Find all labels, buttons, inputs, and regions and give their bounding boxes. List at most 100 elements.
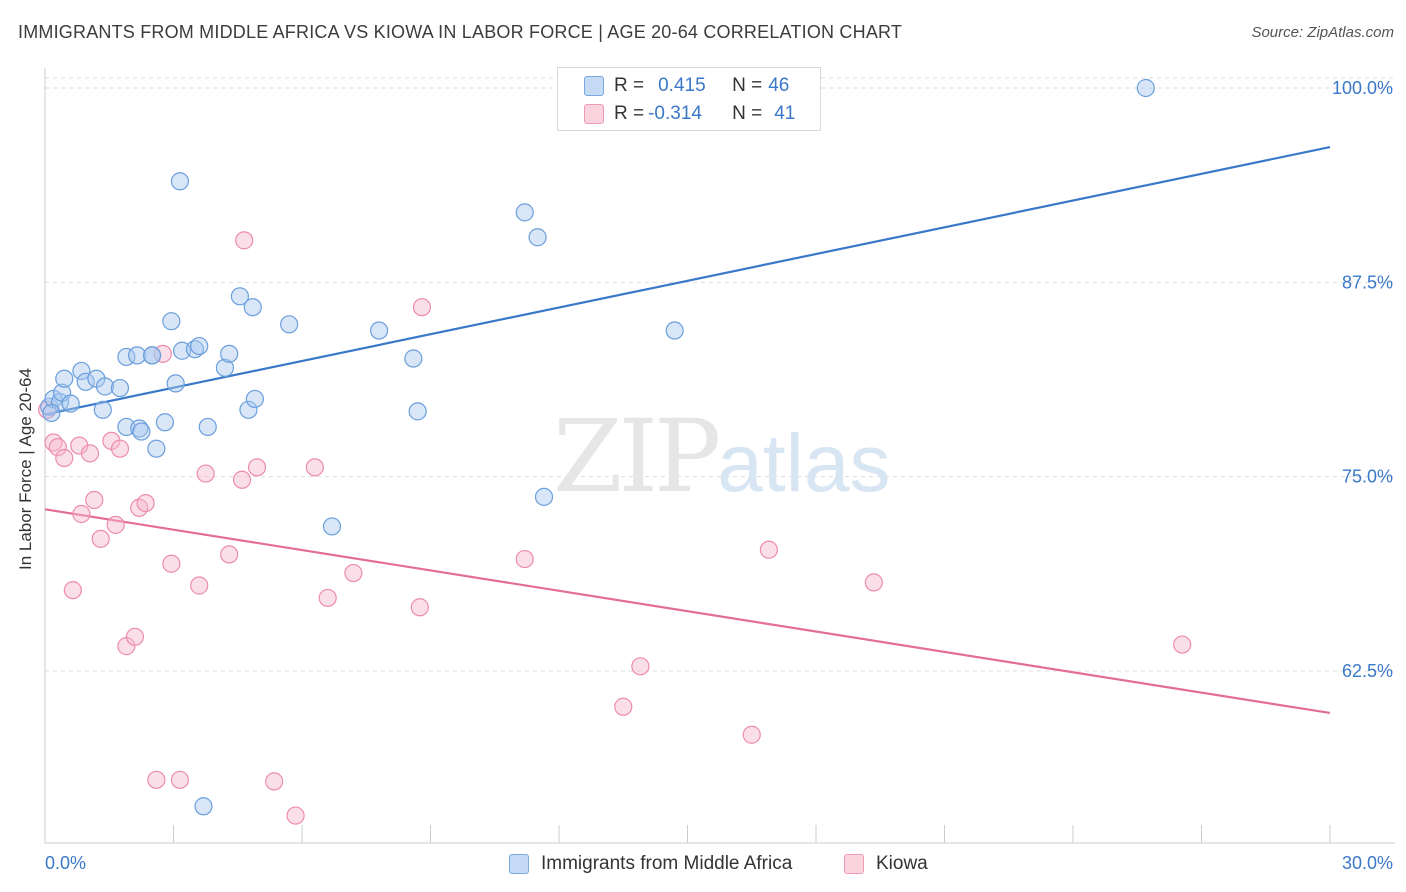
middle-africa-point bbox=[61, 394, 80, 413]
middle-africa-points bbox=[40, 78, 1155, 816]
middle-africa-point bbox=[127, 346, 147, 365]
middle-africa-point bbox=[76, 372, 95, 391]
legend-n-label: N = bbox=[732, 75, 763, 96]
middle-africa-point bbox=[132, 422, 151, 441]
kiowa-point bbox=[72, 504, 91, 524]
watermark-zip: ZIP bbox=[553, 398, 721, 515]
gridlines bbox=[45, 77, 1395, 672]
kiowa-point bbox=[265, 772, 284, 791]
middle-africa-point bbox=[408, 402, 427, 421]
bottom-legend-label: Kiowa bbox=[876, 853, 928, 874]
middle-africa-point bbox=[155, 413, 175, 432]
kiowa-trend-line bbox=[44, 508, 1331, 715]
trend-lines bbox=[44, 146, 1331, 715]
kiowa-point bbox=[170, 770, 190, 789]
kiowa-point bbox=[247, 458, 267, 477]
kiowa-point bbox=[410, 598, 429, 617]
middle-africa-point bbox=[110, 378, 130, 398]
kiowa-point bbox=[631, 657, 650, 676]
middle-africa-point bbox=[528, 228, 547, 247]
x-tick-label: 0.0% bbox=[45, 853, 86, 873]
kiowa-point bbox=[162, 554, 181, 573]
middle-africa-point bbox=[147, 439, 166, 458]
chart-title: IMMIGRANTS FROM MIDDLE AFRICA VS KIOWA I… bbox=[18, 22, 903, 42]
bottom-legend-middle-africa: Immigrants from Middle Africa bbox=[509, 851, 792, 877]
kiowa-point bbox=[85, 490, 104, 510]
legend-r-label: R = bbox=[614, 75, 645, 96]
middle-africa-point bbox=[1136, 78, 1155, 98]
bottom-legend-swatch-pink bbox=[844, 854, 864, 874]
y-tick-label: 87.5% bbox=[1342, 272, 1393, 292]
y-tick-label: 62.5% bbox=[1342, 661, 1393, 681]
legend-swatch-pink bbox=[584, 104, 604, 124]
kiowa-point bbox=[864, 573, 883, 592]
kiowa-point bbox=[318, 588, 337, 608]
middle-africa-point bbox=[162, 312, 181, 331]
kiowa-point bbox=[1173, 635, 1192, 654]
kiowa-point bbox=[106, 515, 125, 534]
kiowa-point bbox=[110, 439, 130, 458]
kiowa-point bbox=[190, 576, 209, 595]
kiowa-point bbox=[48, 438, 67, 457]
kiowa-point bbox=[232, 470, 252, 489]
y-axis-label: In Labor Force | Age 20-64 bbox=[16, 368, 35, 570]
legend-row-middle-africa: R = 0.415 N = 46 bbox=[584, 73, 789, 99]
legend-r-value: -0.314 bbox=[648, 103, 702, 124]
middle-africa-point bbox=[170, 172, 190, 191]
middle-africa-point bbox=[215, 358, 234, 377]
kiowa-point bbox=[742, 725, 761, 744]
middle-africa-point bbox=[245, 389, 264, 409]
legend-swatch-blue bbox=[584, 76, 604, 96]
kiowa-point bbox=[63, 581, 82, 600]
middle-africa-point bbox=[93, 400, 112, 419]
kiowa-point bbox=[55, 448, 74, 468]
middle-africa-point bbox=[95, 377, 115, 396]
legend-n-value: 41 bbox=[774, 103, 796, 124]
middle-africa-point bbox=[322, 517, 342, 536]
middle-africa-point bbox=[665, 321, 684, 340]
middle-africa-point bbox=[194, 797, 213, 816]
watermark-atlas: atlas bbox=[717, 418, 891, 509]
legend-n-value: 46 bbox=[768, 75, 790, 96]
bottom-legend-label: Immigrants from Middle Africa bbox=[541, 853, 793, 874]
correlation-legend: R = 0.415 N = 46 R = -0.314 N = 41 bbox=[557, 67, 821, 131]
watermark: ZIPatlas bbox=[553, 398, 891, 515]
kiowa-point bbox=[91, 529, 110, 548]
legend-n-label: N = bbox=[732, 103, 763, 124]
kiowa-point bbox=[196, 464, 215, 483]
middle-africa-point bbox=[515, 203, 534, 222]
middle-africa-trend-line bbox=[44, 146, 1331, 416]
bottom-legend-kiowa: Kiowa bbox=[844, 851, 928, 877]
kiowa-point bbox=[125, 627, 145, 646]
y-tick-label: 75.0% bbox=[1342, 467, 1393, 487]
source-credit: Source: ZipAtlas.com bbox=[1251, 24, 1394, 41]
middle-africa-point bbox=[243, 298, 262, 317]
axes bbox=[44, 68, 1395, 844]
x-tick-label: 30.0% bbox=[1342, 853, 1393, 873]
kiowa-point bbox=[220, 545, 239, 564]
middle-africa-point bbox=[280, 315, 299, 334]
kiowa-points bbox=[38, 231, 1192, 825]
kiowa-point bbox=[80, 444, 100, 463]
middle-africa-point bbox=[239, 400, 258, 419]
kiowa-point bbox=[136, 493, 155, 513]
middle-africa-point bbox=[142, 346, 162, 365]
kiowa-point bbox=[759, 540, 778, 559]
kiowa-point bbox=[515, 549, 534, 569]
middle-africa-point bbox=[42, 403, 61, 423]
middle-africa-point bbox=[230, 287, 249, 306]
middle-africa-point bbox=[190, 336, 209, 356]
kiowa-point bbox=[305, 458, 324, 477]
kiowa-point bbox=[344, 563, 363, 583]
bottom-legend-swatch-blue bbox=[509, 854, 529, 874]
middle-africa-point bbox=[72, 361, 91, 381]
legend-r-label: R = bbox=[614, 103, 645, 124]
legend-r-value: 0.415 bbox=[658, 75, 706, 96]
kiowa-point bbox=[614, 697, 633, 716]
middle-africa-point bbox=[534, 487, 554, 506]
kiowa-point bbox=[412, 298, 432, 317]
y-tick-label: 100.0% bbox=[1332, 78, 1393, 98]
middle-africa-point bbox=[370, 321, 389, 340]
kiowa-point bbox=[286, 806, 305, 825]
